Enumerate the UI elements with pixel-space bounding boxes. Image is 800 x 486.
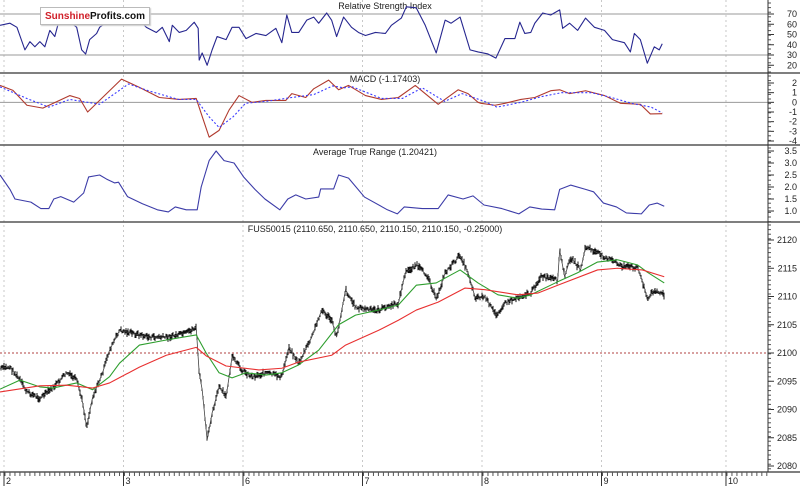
macd-y-tick-label: -4: [789, 136, 797, 146]
x-tick-label: 7: [365, 476, 370, 486]
rsi-y-tick-label: 30: [787, 50, 797, 60]
price-long-moving-average-line: [0, 267, 665, 393]
rsi-y-tick-label: 70: [787, 9, 797, 19]
x-tick-label: 3: [126, 476, 131, 486]
x-tick-label: 8: [484, 476, 489, 486]
macd-y-tick-label: 2: [792, 78, 797, 88]
atr-panel: Average True Range (1.20421) 3.5 3.0 2.5 2.0…: [0, 146, 797, 223]
rsi-series-rsi: [0, 6, 663, 66]
price-y-tick-label: 2115: [778, 263, 797, 273]
logo-text-profits: Profits.com: [90, 11, 146, 22]
atr-y-tick-label: 1.5: [784, 194, 797, 204]
atr-title: Average True Range (1.20421): [313, 147, 437, 157]
price-y-tick-label: 2120: [777, 235, 797, 245]
atr-y-tick-label: 3.0: [784, 158, 797, 168]
price-y-tick-label: 2100: [777, 348, 797, 358]
x-tick-label: 10: [728, 476, 738, 486]
atr-y-tick-label: 3.5: [784, 146, 797, 156]
price-short-moving-average-line: [0, 259, 665, 391]
macd-y-tick-label: 0: [792, 97, 797, 107]
macd-y-tick-label: -2: [789, 117, 797, 127]
macd-panel: MACD (-1.17403) 210-1-2-3-4: [0, 74, 797, 146]
x-tick-label: 2: [6, 476, 11, 486]
x-tick-label: 9: [604, 476, 609, 486]
rsi-y-tick-label: 50: [787, 30, 797, 40]
price-y-tick-label: 2095: [777, 376, 797, 386]
atr-series-atr: [0, 150, 665, 215]
price-y-tick-label: 2105: [777, 320, 797, 330]
rsi-y-tick-label: 20: [787, 60, 797, 70]
price-y-tick-label: 2110: [778, 292, 797, 302]
x-tick-label: 6: [245, 476, 250, 486]
macd-series-signal: [0, 83, 663, 129]
atr-y-tick-label: 1.0: [784, 206, 797, 216]
price-series-short-moving-average: [0, 259, 665, 391]
price-y-tick-label: 2080: [777, 461, 797, 471]
macd-y-tick-label: -3: [789, 126, 797, 136]
price-y-tick-label: 2085: [777, 433, 797, 443]
price-y-tick-label: 2090: [777, 405, 797, 415]
rsi-rsi-line: [0, 6, 663, 66]
macd-y-tick-label: -1: [789, 107, 797, 117]
macd-macd-line: [0, 78, 663, 138]
price-panel: FUS50015 (2110.650, 2110.650, 2110.150, …: [0, 224, 797, 471]
rsi-title: Relative Strength Index: [338, 1, 432, 11]
logo-text-sunshine: Sunshine: [45, 11, 91, 22]
macd-signal-line: [0, 83, 663, 129]
price-series-price: [0, 244, 665, 441]
macd-series-macd: [0, 78, 663, 138]
price-title: FUS50015 (2110.650, 2110.650, 2110.150, …: [248, 224, 503, 234]
atr-y-tick-label: 2.5: [784, 170, 797, 180]
macd-y-tick-label: 1: [792, 88, 797, 98]
price-series-long-moving-average: [0, 267, 665, 393]
macd-title: MACD (-1.17403): [350, 74, 421, 84]
sunshine-profits-logo: SunshineProfits.com: [40, 7, 151, 25]
rsi-y-tick-label: 40: [787, 40, 797, 50]
price-line: [0, 246, 665, 441]
rsi-y-tick-label: 60: [787, 19, 797, 29]
atr-y-tick-label: 2.0: [784, 182, 797, 192]
atr-atr-line: [0, 150, 665, 215]
